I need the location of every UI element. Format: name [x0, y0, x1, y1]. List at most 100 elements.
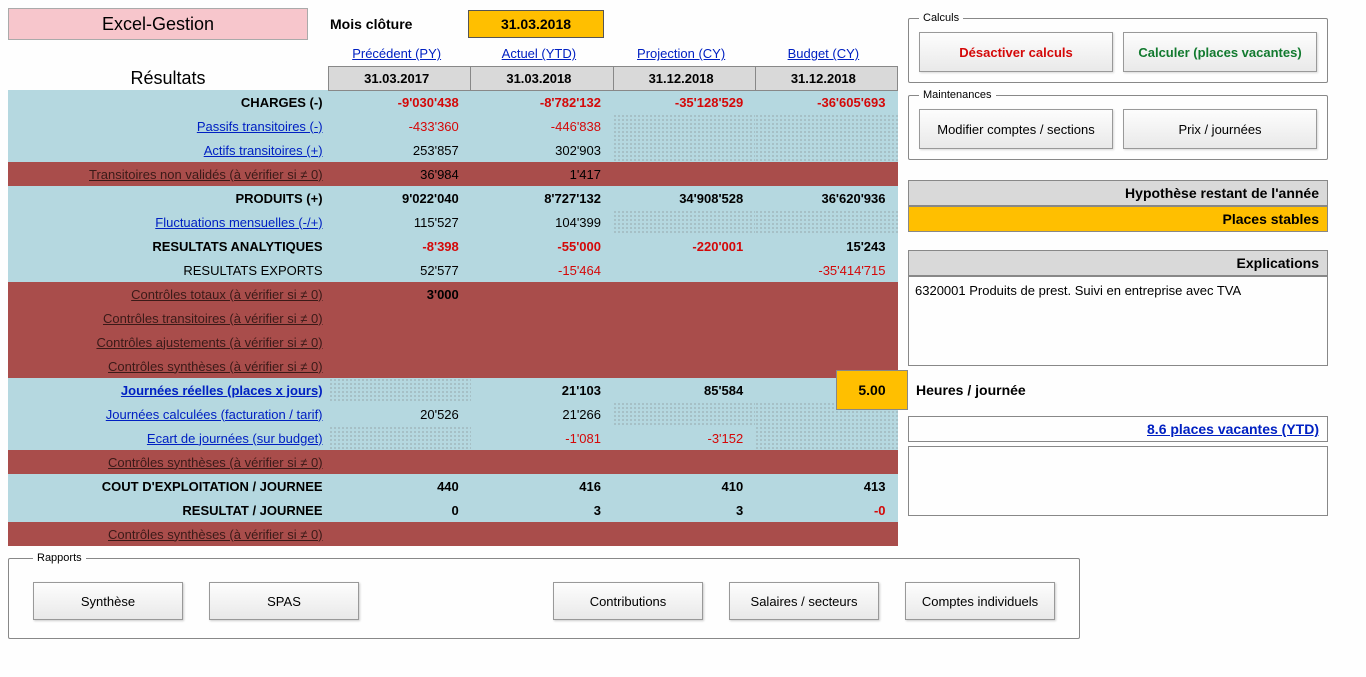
row-value: 104'399	[471, 210, 613, 234]
row-value	[613, 114, 755, 138]
row-value: 52'577	[329, 258, 471, 282]
row-value	[613, 210, 755, 234]
row-value	[329, 354, 471, 378]
row-label: CHARGES (-)	[8, 90, 329, 114]
row-value	[755, 522, 897, 546]
row-value	[613, 138, 755, 162]
row-value	[613, 258, 755, 282]
row-value	[329, 522, 471, 546]
rapports-fieldset: Rapports Synthèse SPAS Contributions Sal…	[8, 552, 1080, 639]
deactivate-calc-button[interactable]: Désactiver calculs	[919, 32, 1113, 72]
row-label: RESULTATS EXPORTS	[8, 258, 329, 282]
col-date-1: 31.03.2018	[471, 66, 613, 90]
row-value: 8'727'132	[471, 186, 613, 210]
row-value: -9'030'438	[329, 90, 471, 114]
row-label[interactable]: Fluctuations mensuelles (-/+)	[8, 210, 329, 234]
rapport-salaires-button[interactable]: Salaires / secteurs	[729, 582, 879, 620]
row-value: -35'128'529	[613, 90, 755, 114]
row-value: 3'000	[329, 282, 471, 306]
row-label: Contrôles ajustements (à vérifier si ≠ 0…	[8, 330, 329, 354]
row-label: RESULTATS ANALYTIQUES	[8, 234, 329, 258]
row-value: 21'266	[471, 402, 613, 426]
row-value: 0	[329, 498, 471, 522]
row-label: Contrôles synthèses (à vérifier si ≠ 0)	[8, 450, 329, 474]
row-value: -15'464	[471, 258, 613, 282]
row-label[interactable]: Actifs transitoires (+)	[8, 138, 329, 162]
rapport-synthese-button[interactable]: Synthèse	[33, 582, 183, 620]
blank-box	[908, 446, 1328, 516]
maintenances-legend: Maintenances	[919, 89, 996, 101]
row-label: Contrôles synthèses (à vérifier si ≠ 0)	[8, 522, 329, 546]
row-value	[471, 450, 613, 474]
row-value	[329, 330, 471, 354]
row-value	[755, 138, 897, 162]
closing-month-value[interactable]: 31.03.2018	[468, 10, 604, 38]
col-proj-link[interactable]: Projection (CY)	[613, 42, 755, 66]
row-label[interactable]: Passifs transitoires (-)	[8, 114, 329, 138]
row-value: -433'360	[329, 114, 471, 138]
row-value	[471, 330, 613, 354]
row-label: Transitoires non validés (à vérifier si …	[8, 162, 329, 186]
row-label[interactable]: Ecart de journées (sur budget)	[8, 426, 329, 450]
row-value: -3'152	[613, 426, 755, 450]
row-label: Contrôles totaux (à vérifier si ≠ 0)	[8, 282, 329, 306]
row-value: 1'417	[471, 162, 613, 186]
row-value	[613, 450, 755, 474]
row-value	[471, 354, 613, 378]
row-value	[755, 162, 897, 186]
closing-month-label: Mois clôture	[320, 16, 456, 32]
row-value	[755, 426, 897, 450]
row-value: 21'103	[471, 378, 613, 402]
row-value: 410	[613, 474, 755, 498]
col-date-3: 31.12.2018	[755, 66, 897, 90]
row-value: 302'903	[471, 138, 613, 162]
results-title: Résultats	[8, 66, 329, 90]
row-value: -55'000	[471, 234, 613, 258]
row-value	[613, 162, 755, 186]
col-actual-link[interactable]: Actuel (YTD)	[471, 42, 613, 66]
row-value: 34'908'528	[613, 186, 755, 210]
row-value	[471, 306, 613, 330]
row-value	[329, 378, 471, 402]
row-value	[613, 354, 755, 378]
hours-value[interactable]: 5.00	[836, 370, 908, 410]
row-value	[471, 282, 613, 306]
row-label[interactable]: Journées réelles (places x jours)	[8, 378, 329, 402]
app-title: Excel-Gestion	[8, 8, 308, 40]
row-value: 3	[613, 498, 755, 522]
vacant-places-link[interactable]: 8.6 places vacantes (YTD)	[908, 416, 1328, 442]
rapport-contributions-button[interactable]: Contributions	[553, 582, 703, 620]
row-value	[755, 330, 897, 354]
row-value	[471, 522, 613, 546]
row-label: Contrôles transitoires (à vérifier si ≠ …	[8, 306, 329, 330]
row-value	[755, 210, 897, 234]
hypothesis-value[interactable]: Places stables	[908, 206, 1328, 232]
row-value	[613, 282, 755, 306]
calculs-legend: Calculs	[919, 12, 963, 24]
col-date-0: 31.03.2017	[329, 66, 471, 90]
calculs-fieldset: Calculs Désactiver calculs Calculer (pla…	[908, 12, 1328, 83]
row-value: 253'857	[329, 138, 471, 162]
rapport-spas-button[interactable]: SPAS	[209, 582, 359, 620]
row-value	[613, 306, 755, 330]
modify-accounts-button[interactable]: Modifier comptes / sections	[919, 109, 1113, 149]
col-budget-link[interactable]: Budget (CY)	[755, 42, 897, 66]
row-value: -8'398	[329, 234, 471, 258]
hours-label: Heures / journée	[916, 382, 1026, 398]
row-value: 15'243	[755, 234, 897, 258]
row-value: 440	[329, 474, 471, 498]
row-label[interactable]: Journées calculées (facturation / tarif)	[8, 402, 329, 426]
col-prev-link[interactable]: Précédent (PY)	[329, 42, 471, 66]
explications-text: 6320001 Produits de prest. Suivi en entr…	[908, 276, 1328, 366]
rapports-legend: Rapports	[33, 552, 86, 564]
calc-vacant-button[interactable]: Calculer (places vacantes)	[1123, 32, 1317, 72]
row-value	[755, 114, 897, 138]
hypothesis-header: Hypothèse restant de l'année	[908, 180, 1328, 206]
row-value: 115'527	[329, 210, 471, 234]
rapport-comptes-button[interactable]: Comptes individuels	[905, 582, 1055, 620]
row-value	[613, 330, 755, 354]
prices-days-button[interactable]: Prix / journées	[1123, 109, 1317, 149]
col-date-2: 31.12.2018	[613, 66, 755, 90]
row-value: -446'838	[471, 114, 613, 138]
row-label: PRODUITS (+)	[8, 186, 329, 210]
